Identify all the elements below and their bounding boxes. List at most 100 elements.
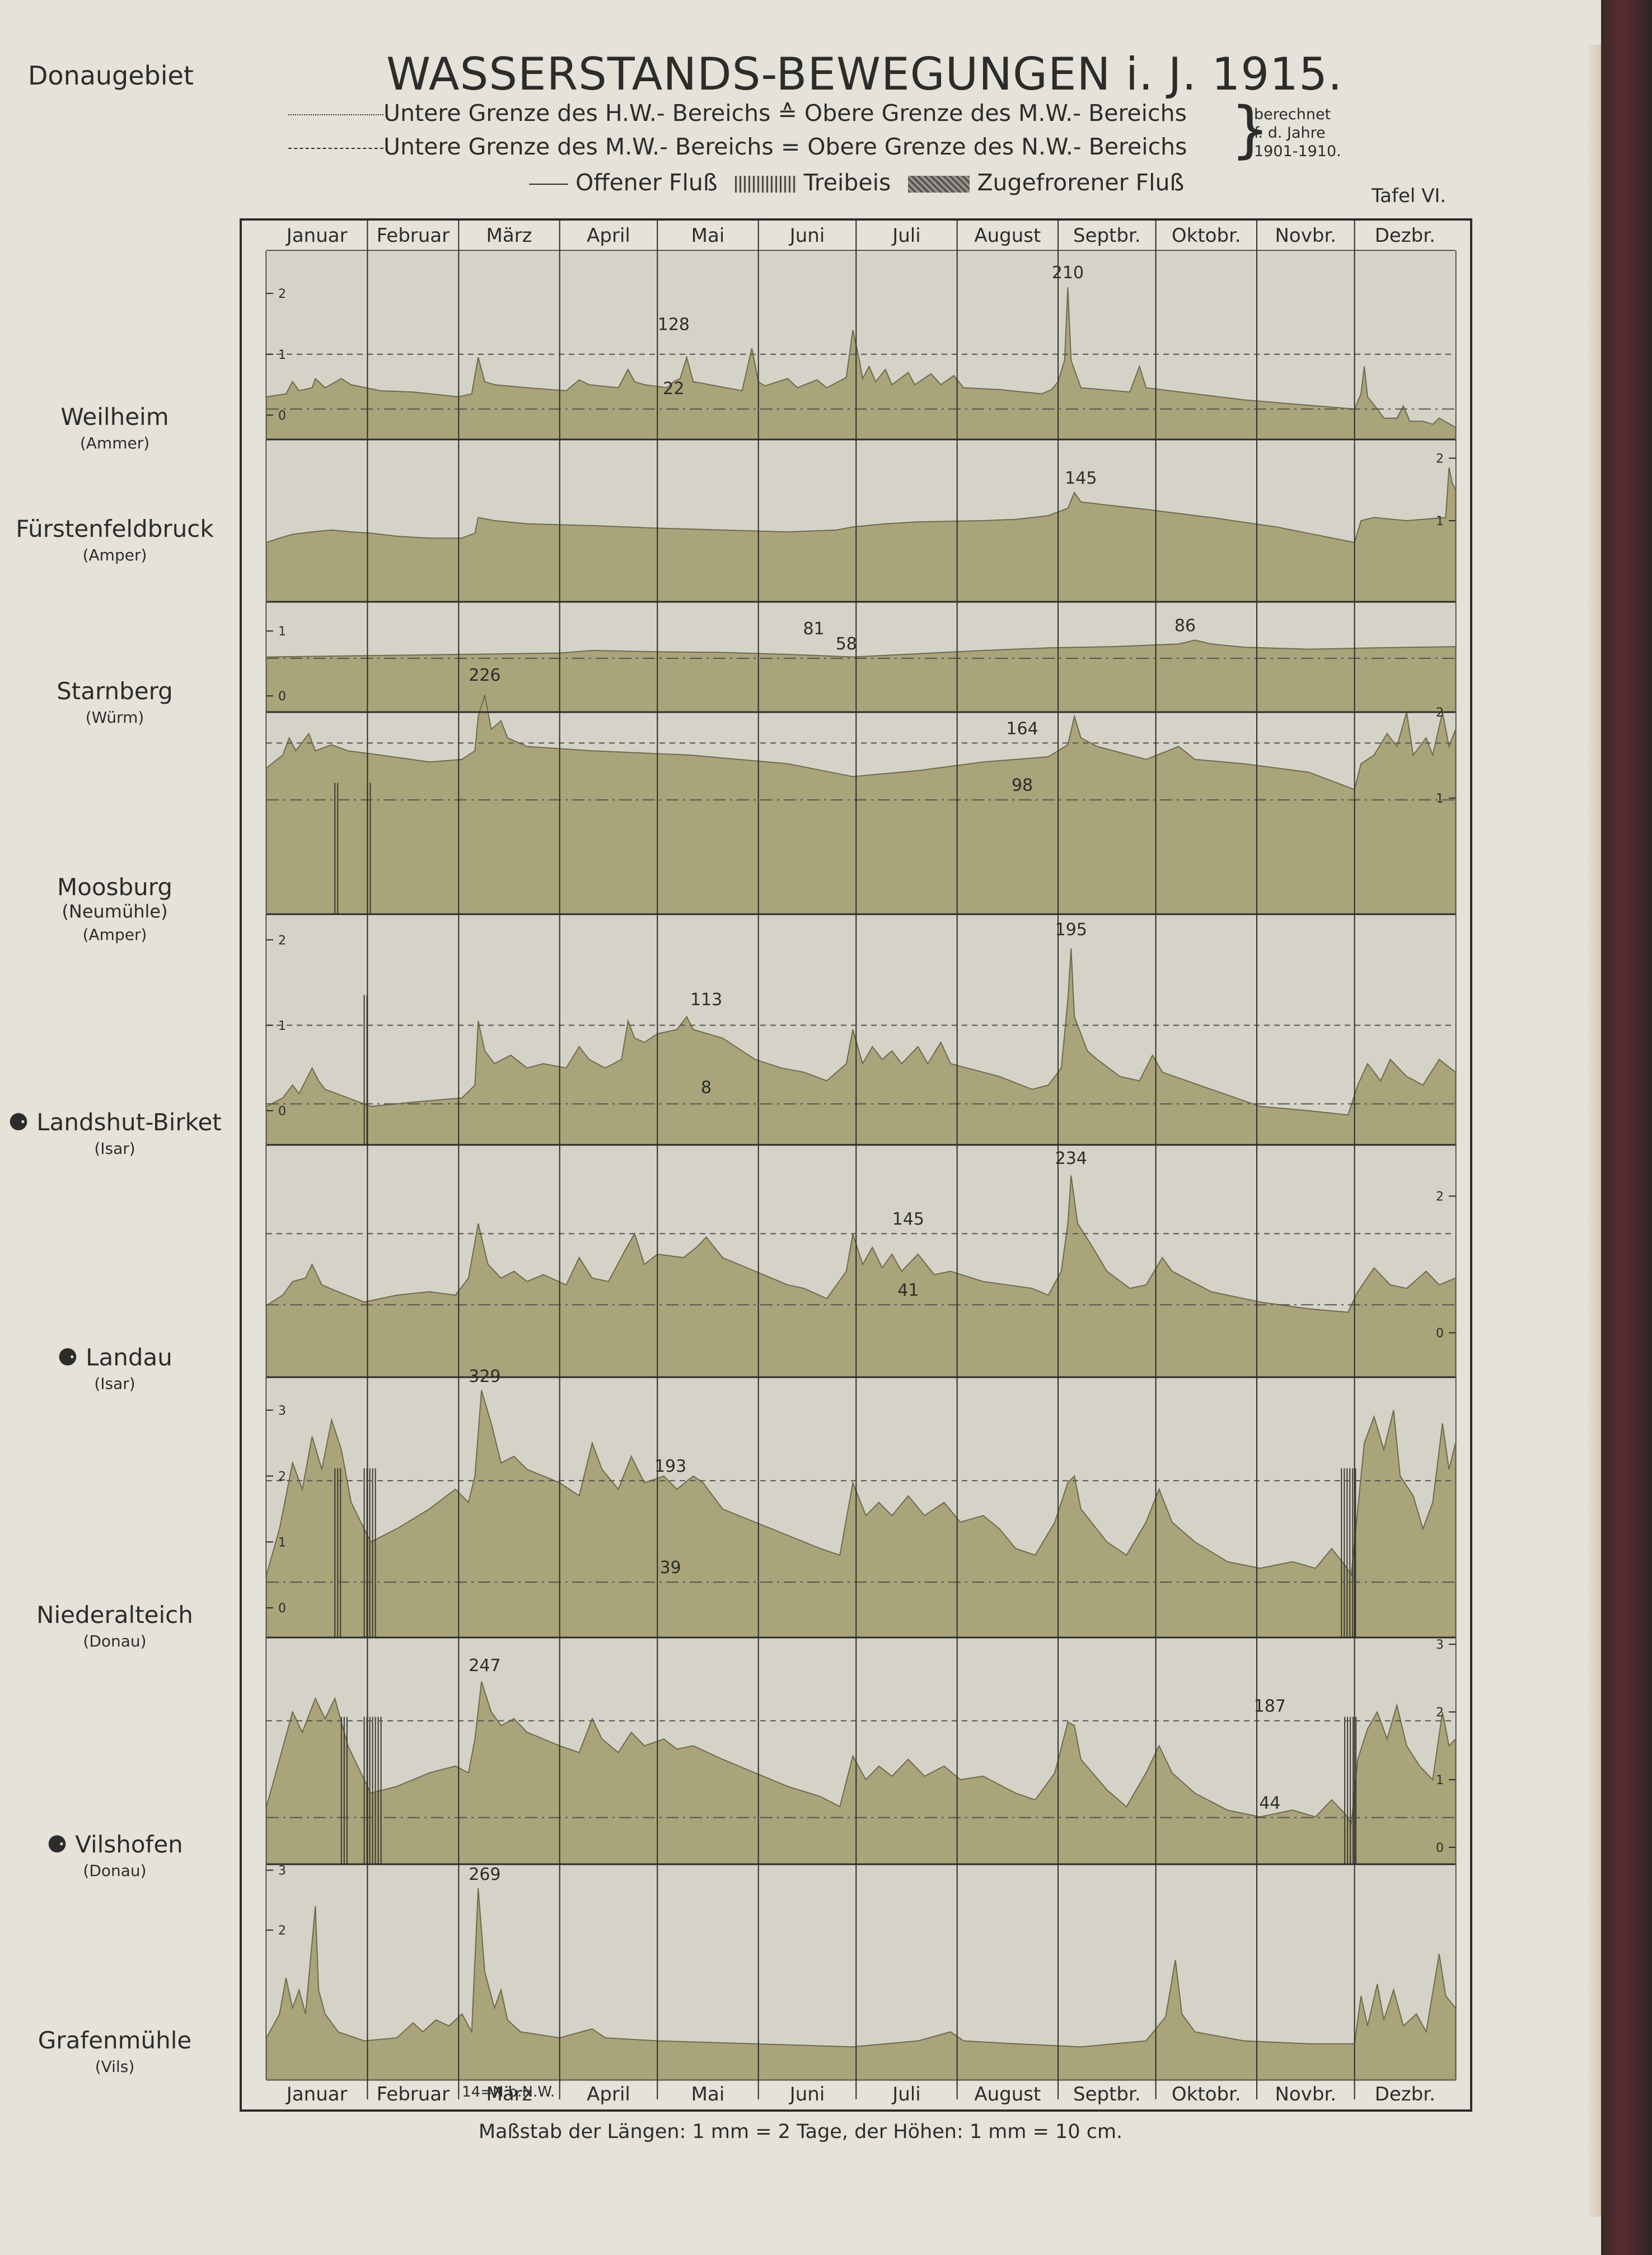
- legend-row-2: Untere Grenze des M.W.- Bereichs = Obere…: [288, 133, 1187, 160]
- y-tick-label: 1: [278, 1536, 286, 1550]
- legend-note-line: 1901-1910.: [1254, 143, 1341, 160]
- frozen-river-swatch: [908, 176, 970, 193]
- brace-glyph: }: [1230, 93, 1270, 165]
- station-label: ⚈ Vilshofen (Donau): [0, 1831, 230, 1880]
- y-tick-label: 1: [1436, 1774, 1444, 1788]
- solid-line-swatch: [529, 184, 568, 185]
- y-tick-label: 0: [278, 1602, 286, 1616]
- station-name: Moosburg: [57, 873, 172, 901]
- value-annotation: 113: [690, 990, 722, 1010]
- station-label: Starnberg (Würm): [0, 677, 230, 727]
- river-name: (Ammer): [79, 434, 150, 452]
- station-label: ⚈ Landshut-Birket (Isar): [0, 1108, 230, 1158]
- open-river-label: Offener Fluß: [575, 169, 718, 196]
- month-label-bottom: August: [974, 2083, 1041, 2106]
- month-label-top: Januar: [286, 224, 348, 247]
- value-annotation: 145: [1065, 469, 1097, 488]
- month-label-top: Oktobr.: [1172, 224, 1241, 247]
- station-label: Moosburg (Neumühle) (Amper): [0, 873, 230, 944]
- water-level-area: [266, 287, 1456, 440]
- value-annotation: 195: [1055, 920, 1087, 939]
- y-tick-label: 2: [278, 287, 286, 301]
- station-name: ⚈ Vilshofen: [46, 1831, 183, 1858]
- river-name: (Isar): [94, 1374, 135, 1393]
- scale-note: Maßstab der Längen: 1 mm = 2 Tage, der H…: [478, 2121, 1123, 2143]
- river-name: (Amper): [82, 546, 147, 564]
- y-tick-label: 2: [278, 1924, 286, 1938]
- station-name: Fürstenfeldbruck: [16, 515, 214, 542]
- frozen-river-label: Zugefrorener Fluß: [977, 169, 1185, 196]
- station-subname: (Neumühle): [62, 901, 168, 922]
- y-tick-label: 0: [1436, 1841, 1444, 1855]
- value-annotation: 210: [1052, 263, 1084, 283]
- month-label-bottom: Mai: [691, 2083, 725, 2106]
- station-label: Fürstenfeldbruck (Amper): [0, 515, 230, 564]
- water-level-area: [266, 1888, 1456, 2080]
- water-level-area: [266, 948, 1456, 1145]
- y-tick-label: 3: [278, 1404, 286, 1418]
- station-label: Grafenmühle (Vils): [0, 2027, 230, 2076]
- value-annotation: 22: [663, 379, 684, 399]
- value-annotation: 44: [1259, 1794, 1280, 1813]
- legend-note-line: f. d. Jahre: [1254, 124, 1326, 142]
- river-name: (Isar): [94, 1139, 135, 1158]
- y-tick-label: 0: [1436, 1327, 1444, 1341]
- y-tick-label: 2: [1436, 452, 1444, 466]
- value-annotation: 86: [1174, 616, 1196, 635]
- month-label-bottom: Februar: [377, 2083, 450, 2106]
- month-label-bottom: Novbr.: [1275, 2083, 1337, 2106]
- water-level-area: [266, 639, 1456, 713]
- month-label-bottom: Januar: [286, 2083, 348, 2106]
- river-name: (Vils): [95, 2057, 135, 2076]
- river-name: (Amper): [82, 925, 147, 944]
- month-label-top: April: [587, 224, 630, 247]
- value-annotation: 81: [803, 619, 825, 639]
- month-label-bottom: Septbr.: [1073, 2083, 1141, 2106]
- y-tick-label: 0: [278, 409, 286, 423]
- river-name: (Würm): [85, 708, 144, 727]
- month-label-bottom: Oktobr.: [1172, 2083, 1241, 2106]
- month-label-top: Novbr.: [1275, 224, 1337, 247]
- y-tick-label: 2: [278, 1470, 286, 1484]
- value-annotation: 58: [836, 634, 857, 654]
- month-label-top: Juni: [789, 224, 825, 247]
- month-label-bottom: Juni: [789, 2083, 825, 2106]
- water-level-area: [266, 1175, 1456, 1378]
- book-spine: [1601, 0, 1652, 2255]
- legend-line2-text: Untere Grenze des M.W.- Bereichs = Obere…: [383, 133, 1187, 160]
- water-level-chart: 01221012822-12=N.b.N.W.1214570=N.b.N.W.0…: [240, 218, 1472, 2112]
- water-level-area: [266, 467, 1456, 602]
- station-name: ⚈ Landshut-Birket: [8, 1108, 222, 1136]
- y-tick-label: 0: [278, 690, 286, 704]
- y-tick-label: 1: [1436, 792, 1444, 806]
- value-annotation: 187: [1254, 1697, 1286, 1716]
- value-annotation: 269: [469, 1865, 500, 1884]
- value-annotation: 234: [1055, 1149, 1087, 1168]
- drift-ice-swatch: [734, 176, 797, 193]
- value-annotation: 247: [469, 1656, 500, 1676]
- value-annotation: 226: [469, 666, 500, 685]
- month-label-top: Septbr.: [1073, 224, 1141, 247]
- month-label-top: Februar: [377, 224, 450, 247]
- water-level-area: [266, 1390, 1456, 1638]
- value-annotation: 39: [659, 1558, 681, 1578]
- station-label: ⚈ Landau (Isar): [0, 1344, 230, 1393]
- y-tick-label: 3: [278, 1864, 286, 1878]
- y-tick-label: 1: [1436, 514, 1444, 528]
- legend-row-1: Untere Grenze des H.W.- Bereichs ≙ Obere…: [288, 100, 1187, 127]
- station-name: Niederalteich: [36, 1601, 193, 1629]
- value-annotation: 128: [658, 315, 690, 335]
- lowest-water-note: 14=N.b.N.W.: [462, 2084, 555, 2100]
- region-label: Donaugebiet: [28, 60, 194, 91]
- legend-row-3: Offener Fluß Treibeis Zugefrorener Fluß: [529, 169, 1184, 196]
- y-tick-label: 2: [1436, 1190, 1444, 1204]
- legend-line1-text: Untere Grenze des H.W.- Bereichs ≙ Obere…: [383, 100, 1187, 127]
- y-tick-label: 1: [278, 625, 286, 639]
- value-annotation: 145: [892, 1210, 924, 1229]
- station-name: Grafenmühle: [38, 2027, 192, 2054]
- y-tick-label: 2: [278, 934, 286, 948]
- dotted-line-swatch: [288, 114, 383, 115]
- legend-note: berechnet f. d. Jahre 1901-1910.: [1254, 105, 1341, 161]
- y-tick-label: 1: [278, 1019, 286, 1033]
- river-name: (Donau): [83, 1861, 147, 1880]
